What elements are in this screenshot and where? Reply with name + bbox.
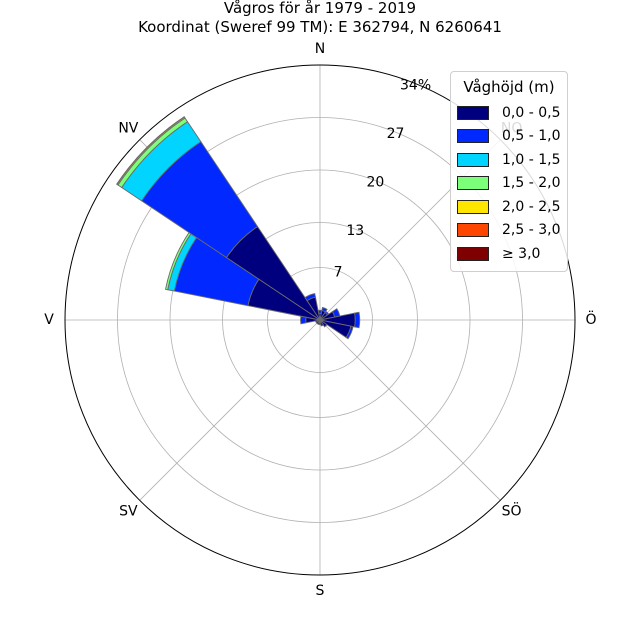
chart-title: Vågros för år 1979 - 2019	[223, 0, 417, 17]
legend-item: 0,0 - 0,5	[457, 101, 561, 125]
direction-label: S	[316, 583, 325, 599]
legend-swatch	[457, 152, 489, 167]
legend: Våghöjd (m) 0,0 - 0,5 0,5 - 1,0 1,0 - 1,5 1…	[450, 71, 568, 272]
direction-label: SÖ	[502, 502, 522, 520]
legend-item: 1,5 - 2,0	[457, 172, 561, 196]
legend-label: 1,5 - 2,0	[502, 175, 561, 192]
wedge	[319, 319, 328, 328]
legend-swatch	[457, 223, 489, 238]
legend-swatch	[457, 176, 489, 191]
legend-label: 2,5 - 3,0	[502, 222, 561, 239]
wedge	[345, 325, 354, 340]
direction-label: V	[44, 312, 54, 328]
legend-item: 2,0 - 2,5	[457, 195, 561, 219]
legend-item: ≥ 3,0	[457, 242, 561, 266]
grid-ring	[169, 169, 471, 471]
chart-subtitle: Koordinat (Sweref 99 TM): E 362794, N 62…	[138, 18, 502, 36]
legend-item: 1,0 - 1,5	[457, 148, 561, 172]
legend-swatch	[457, 246, 489, 261]
direction-label: N	[315, 41, 325, 57]
grid-ring	[117, 117, 523, 523]
wedge	[319, 319, 324, 327]
radial-tick-label: 34%	[400, 77, 431, 93]
polar-frame	[64, 64, 576, 576]
grid-ring	[267, 267, 373, 373]
direction-label: Ö	[585, 310, 596, 328]
grid-spoke	[319, 319, 501, 501]
legend-title: Våghöjd (m)	[463, 78, 555, 96]
legend-label: ≥ 3,0	[502, 245, 541, 262]
radial-tick-label: 7	[334, 265, 343, 281]
radial-tick-label: 13	[346, 223, 364, 239]
legend-label: 0,0 - 0,5	[502, 104, 561, 121]
legend-item: 0,5 - 1,0	[457, 125, 561, 149]
radial-tick-label: 20	[366, 174, 384, 190]
grid-spoke	[139, 319, 321, 501]
direction-label: NV	[118, 120, 138, 136]
legend-swatch	[457, 105, 489, 120]
wedge	[304, 292, 316, 302]
radial-tick-label: 27	[387, 126, 405, 142]
grid-ring	[222, 222, 418, 418]
wedge	[116, 116, 185, 185]
legend-label: 2,0 - 2,5	[502, 198, 561, 215]
legend-item: 2,5 - 3,0	[457, 219, 561, 243]
legend-swatch	[457, 199, 489, 214]
wedge	[354, 311, 361, 329]
legend-swatch	[457, 129, 489, 144]
legend-label: 0,5 - 1,0	[502, 128, 561, 145]
direction-label: SV	[119, 504, 138, 520]
legend-label: 1,0 - 1,5	[502, 151, 561, 168]
